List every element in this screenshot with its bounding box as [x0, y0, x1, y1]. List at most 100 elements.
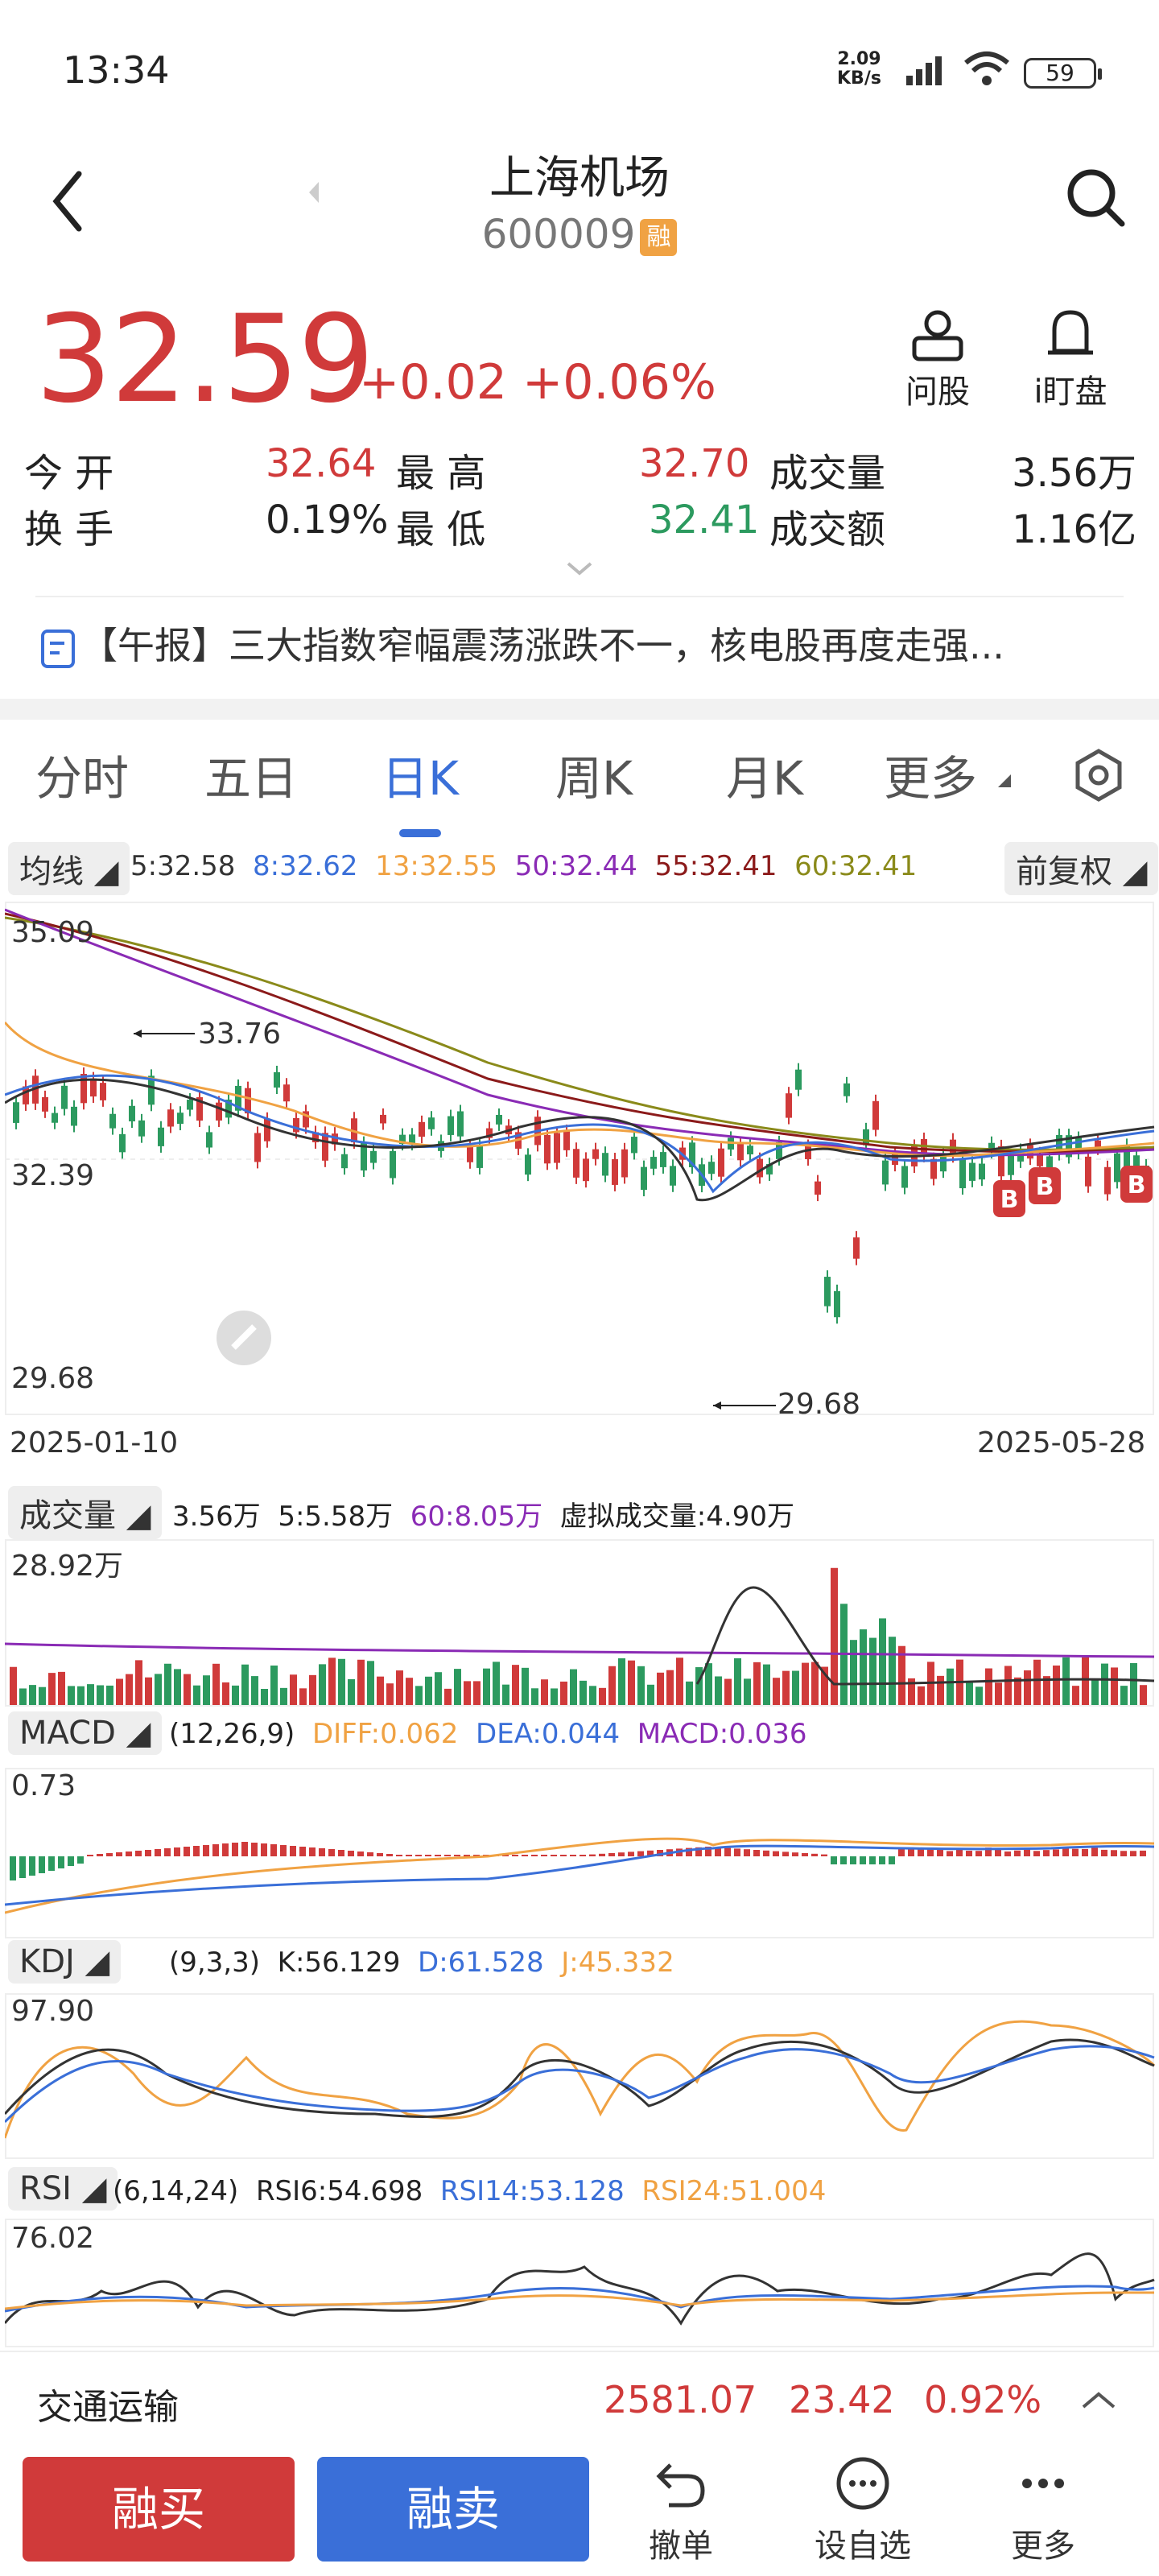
macd-bar: [184, 1847, 190, 1856]
tab-daily-k[interactable]: 日K: [382, 741, 459, 837]
more-button[interactable]: 更多: [971, 2455, 1116, 2566]
cancel-order-button[interactable]: 撤单: [608, 2455, 753, 2566]
volume-chart[interactable]: [5, 1539, 1156, 1707]
tab-intraday[interactable]: 分时: [35, 751, 130, 806]
news-ticker[interactable]: 【午报】三大指数窄幅震荡涨跌不一，核电股再度走强...: [40, 617, 1004, 670]
expand-chevron-icon[interactable]: [563, 559, 596, 578]
candle-body: [766, 1164, 773, 1174]
volume-bar: [985, 1668, 992, 1705]
macd-bar: [396, 1855, 402, 1856]
candle-body: [1085, 1156, 1091, 1187]
candle-body: [361, 1142, 367, 1170]
tab-weekly-k[interactable]: 周K: [555, 751, 633, 806]
candle-body: [370, 1150, 377, 1163]
candle-body: [399, 1134, 406, 1145]
indicator-selector-rsi[interactable]: RSI ◢: [8, 2167, 118, 2211]
volume-bar: [10, 1666, 17, 1705]
macd-bar: [87, 1855, 93, 1856]
volume-bar: [908, 1678, 915, 1705]
candle-body: [1037, 1153, 1043, 1166]
macd-bar: [319, 1848, 325, 1856]
macd-bar: [1101, 1849, 1107, 1856]
rsi-chart[interactable]: [5, 2219, 1156, 2347]
tab-five-day[interactable]: 五日: [204, 751, 299, 806]
candle-body: [196, 1096, 203, 1121]
volume-bar: [212, 1663, 220, 1705]
indicator-selector-ma[interactable]: 均线 ◢: [8, 842, 130, 895]
candle-body: [612, 1159, 618, 1185]
volume-bar: [425, 1676, 432, 1705]
turnover-label: 换 手: [24, 507, 114, 552]
settings-icon[interactable]: [1070, 747, 1127, 803]
tab-monthly-k[interactable]: 月K: [726, 751, 804, 806]
search-icon[interactable]: [1064, 166, 1128, 230]
candle-body: [930, 1158, 937, 1179]
candle-body: [428, 1117, 435, 1129]
kdj-chart[interactable]: [5, 1993, 1156, 2159]
macd-bar: [628, 1852, 634, 1856]
volume-bar: [1033, 1659, 1041, 1705]
add-watchlist-button[interactable]: 设自选: [790, 2455, 935, 2566]
volume-bar: [39, 1686, 46, 1705]
volume-bar: [1004, 1666, 1012, 1705]
macd-bar: [386, 1854, 393, 1856]
sector-bar[interactable]: 交通运输 2581.07 23.42 0.92%: [0, 2351, 1159, 2439]
volume-bar: [531, 1688, 538, 1705]
candle-body: [573, 1149, 580, 1178]
macd-bar: [589, 1854, 596, 1856]
macd-chart[interactable]: [5, 1768, 1156, 1938]
macd-bar: [1140, 1850, 1146, 1856]
adjust-selector[interactable]: 前复权 ◢: [1004, 842, 1159, 895]
macd-bar: [1014, 1850, 1021, 1856]
stock-name: 上海机场: [489, 152, 670, 204]
chevron-up-icon[interactable]: [1079, 2388, 1119, 2412]
back-icon[interactable]: [48, 169, 89, 233]
macd-bar: [290, 1846, 296, 1856]
ask-stock-button[interactable]: 问股: [893, 306, 982, 412]
dea-line: [5, 1844, 1155, 1906]
volume-bar: [299, 1688, 307, 1705]
volume-bar: [657, 1672, 664, 1705]
indicator-selector-volume[interactable]: 成交量 ◢: [8, 1486, 163, 1539]
macd-bar: [869, 1856, 876, 1864]
macd-bar: [193, 1846, 200, 1856]
high-value: 32.70: [639, 441, 750, 486]
margin-buy-button[interactable]: 融买: [23, 2457, 295, 2562]
volume-bar: [319, 1664, 326, 1705]
margin-sell-button[interactable]: 融卖: [317, 2457, 589, 2562]
sector-pct: 0.92%: [924, 2378, 1042, 2421]
macd-bar: [889, 1856, 895, 1864]
volume-bar: [1120, 1686, 1128, 1705]
watch-board-button[interactable]: i盯盘: [1022, 306, 1119, 412]
current-price: 32.59: [35, 290, 374, 430]
kline-chart[interactable]: B B B: [5, 902, 1156, 1417]
macd-bar: [522, 1855, 528, 1856]
macd-bar: [570, 1855, 576, 1856]
volume-bar: [473, 1681, 481, 1705]
ma55-line: [5, 912, 1155, 1154]
prev-stock-icon[interactable]: [306, 179, 322, 206]
indicator-selector-macd[interactable]: MACD ◢: [8, 1711, 163, 1755]
candle-body: [670, 1166, 676, 1186]
volume-bar: [763, 1664, 770, 1705]
candle-body: [863, 1129, 869, 1146]
rsi6-line: [5, 2252, 1155, 2326]
tab-more[interactable]: 更多: [884, 751, 978, 806]
date-end: 2025-05-28: [977, 1426, 1146, 1459]
macd-bar: [280, 1845, 287, 1856]
candle-body: [988, 1142, 995, 1153]
macd-bar: [222, 1843, 229, 1856]
indicator-selector-kdj[interactable]: KDJ ◢: [8, 1940, 122, 1984]
low-label: 最 低: [396, 507, 486, 552]
volume-bar: [821, 1666, 828, 1705]
candle-body: [187, 1100, 193, 1110]
candle-body: [496, 1114, 502, 1125]
ma8-line: [5, 1074, 1155, 1194]
macd-bar: [425, 1855, 431, 1856]
macd-bar: [927, 1848, 934, 1856]
candle-body: [322, 1133, 328, 1161]
candle-body: [274, 1071, 280, 1088]
volume-bar: [802, 1662, 809, 1705]
candle-body: [42, 1096, 48, 1112]
volume-bar: [338, 1658, 345, 1705]
